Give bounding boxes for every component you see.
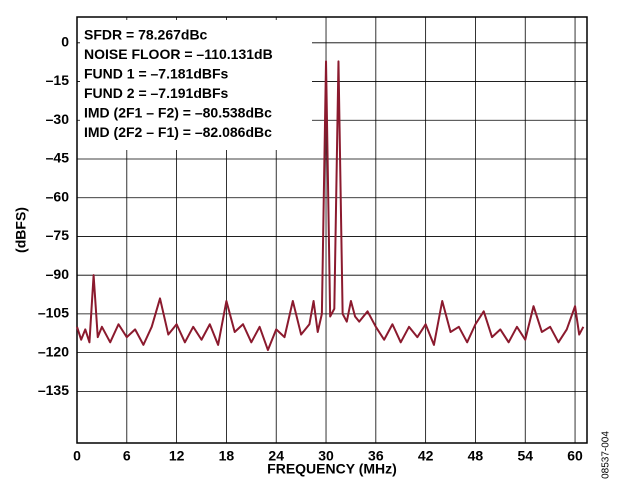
x-tick-label: 48 (468, 448, 484, 464)
y-tick-label: –15 (46, 72, 70, 88)
annotation: FUND 1 = –7.181dBFs (84, 66, 229, 82)
y-tick-label: –30 (46, 111, 70, 127)
annotations: SFDR = 78.267dBc NOISE FLOOR = –110.131dB… (84, 27, 273, 141)
y-tick-label: –75 (46, 227, 70, 243)
annotation: IMD (2F2 – F1) = –82.086dBc (84, 124, 272, 140)
figure-id: 08537-004 (601, 431, 612, 479)
annotation: IMD (2F1 – F2) = –80.538dBc (84, 105, 272, 121)
y-tick-label: –45 (46, 150, 70, 166)
spectrum-line (76, 60, 585, 352)
x-tick-label: 54 (517, 448, 533, 464)
annotation: FUND 2 = –7.191dBFs (84, 85, 229, 101)
y-tick-label: 0 (61, 34, 69, 50)
x-tick-label: 42 (418, 448, 434, 464)
y-tick-label: –135 (38, 382, 69, 398)
x-tick-label: 60 (567, 448, 583, 464)
y-tick-label: –60 (46, 188, 70, 204)
x-tick-label: 30 (318, 448, 334, 464)
x-tick-label: 12 (169, 448, 185, 464)
x-tick-label: 6 (123, 448, 131, 464)
x-axis-label: FREQUENCY (MHz) (267, 461, 397, 477)
x-tick-label: 24 (268, 448, 284, 464)
y-tick-label: –105 (38, 305, 69, 321)
annotation: NOISE FLOOR = –110.131dB (84, 46, 273, 62)
y-tick-label: –90 (46, 266, 70, 282)
annotation-box (80, 20, 312, 150)
plot (76, 60, 585, 352)
annotation: SFDR = 78.267dBc (84, 27, 208, 43)
y-tick-label: –120 (38, 343, 69, 359)
x-tick-label: 36 (368, 448, 384, 464)
x-tick-label: 0 (73, 448, 81, 464)
x-tick-label: 18 (219, 448, 235, 464)
y-axis-label: (dBFS) (13, 207, 29, 253)
